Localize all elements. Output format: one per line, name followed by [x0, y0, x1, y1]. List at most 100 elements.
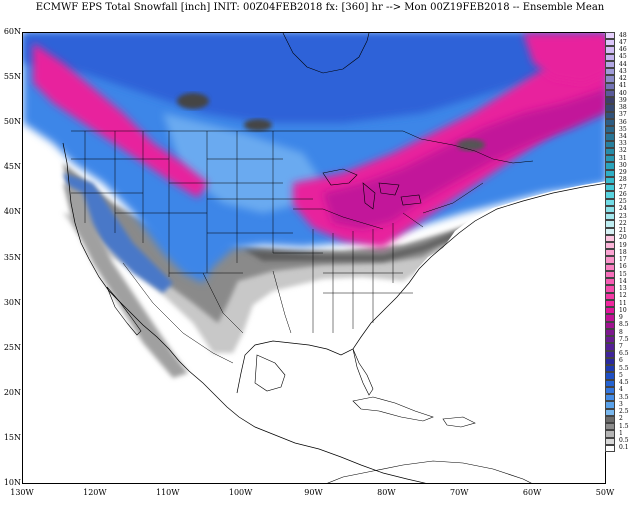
longitude-label: 50W [595, 488, 615, 497]
colorbar-label: 47 [619, 38, 627, 46]
dark-patch-1 [177, 93, 209, 109]
colorbar-label: 40 [619, 89, 627, 97]
colorbar-swatch [605, 104, 615, 112]
colorbar-swatch [605, 430, 615, 438]
colorbar-label: 23 [619, 212, 627, 220]
colorbar-label: 28 [619, 176, 627, 184]
coastline [62, 142, 426, 483]
colorbar-swatch [605, 292, 615, 300]
colorbar-label: 41 [619, 82, 627, 90]
colorbar-swatch [605, 97, 615, 105]
latitude-label: 10N [3, 478, 21, 487]
colorbar-label: 42 [619, 75, 627, 83]
colorbar-swatch [605, 386, 615, 395]
colorbar-label: 43 [619, 67, 627, 75]
colorbar-swatch [605, 285, 615, 293]
colorbar-swatch [605, 155, 615, 163]
colorbar-swatch [605, 401, 615, 409]
colorbar-swatch [605, 314, 615, 322]
colorbar-swatch [605, 53, 615, 61]
hudson-bay [282, 33, 370, 74]
colorbar-swatch [605, 118, 615, 127]
gulf-coast [236, 182, 605, 394]
colorbar-swatch [605, 444, 615, 452]
colorbar-swatch [605, 350, 615, 358]
colorbar-swatch [605, 299, 615, 308]
colorbar-swatch [605, 176, 615, 185]
colorbar-swatch [605, 213, 615, 221]
colorbar-label: 0.1 [619, 444, 629, 452]
colorbar-label: 26 [619, 190, 627, 198]
colorbar-swatch [605, 198, 615, 206]
colorbar-swatch [605, 307, 615, 315]
colorbar-swatch [605, 220, 615, 228]
colorbar-swatch [605, 184, 615, 192]
colorbar-label: 0.5 [619, 437, 629, 445]
latitude-label: 35N [3, 252, 21, 262]
colorbar-swatch [605, 415, 615, 424]
colorbar-label: 11 [619, 299, 627, 307]
colorbar-label: 14 [619, 277, 627, 285]
latitude-label: 25N [3, 342, 21, 352]
map-title: ECMWF EPS Total Snowfall [inch] INIT: 00… [35, 2, 605, 13]
colorbar-label: 20 [619, 234, 627, 242]
colorbar-swatch [605, 75, 615, 83]
colorbar-swatch [605, 111, 615, 119]
latitude-label: 60N [3, 27, 21, 36]
colorbar-swatch [605, 249, 615, 257]
colorbar-swatch [605, 32, 615, 40]
yucatan [254, 354, 286, 392]
map-panel [22, 32, 606, 484]
colorbar-label: 1 [619, 429, 623, 437]
colorbar-swatch [605, 169, 615, 177]
colorbar-swatch [605, 394, 615, 402]
longitude-label: 70W [450, 488, 469, 497]
latitude-label: 15N [3, 432, 21, 442]
hispaniola [442, 416, 476, 428]
colorbar-label: 15 [619, 270, 627, 278]
colorbar-label: 6 [619, 357, 623, 365]
colorbar-label: 34 [619, 133, 627, 140]
colorbar-swatch [605, 162, 615, 170]
colorbar-label: 37 [619, 111, 627, 119]
colorbar-swatch [605, 379, 615, 387]
colorbar-swatch [605, 191, 615, 199]
colorbar-swatch [605, 437, 615, 445]
colorbar-swatch [605, 408, 615, 416]
dark-patch-3 [457, 139, 485, 151]
snow-shade-magenta-core [323, 88, 605, 229]
colorbar-label: 7 [619, 343, 623, 350]
colorbar-label: 10 [619, 306, 627, 314]
colorbar-swatch [605, 336, 615, 344]
colorbar-label: 13 [619, 285, 627, 293]
colorbar-label: 30 [619, 161, 627, 169]
colorbar-label: 5.5 [619, 364, 629, 372]
colorbar-swatch [605, 46, 615, 54]
colorbar-label: 17 [619, 256, 627, 264]
dark-patch-2 [244, 119, 272, 131]
colorbar-label: 1.5 [619, 422, 629, 430]
snow-shade-mid [63, 163, 605, 323]
snow-shade-pacific-coast [63, 183, 188, 378]
latitude-label: 40N [3, 207, 21, 217]
colorbar-label: 8 [619, 328, 623, 336]
longitude-label: 90W [304, 488, 323, 497]
colorbar-swatch [605, 89, 615, 98]
colorbar-label: 33 [619, 140, 627, 148]
latitude-label: 30N [3, 297, 21, 307]
colorbar-label: 3 [619, 400, 623, 408]
colorbar-swatch [605, 423, 615, 431]
colorbar-swatch [605, 365, 615, 373]
colorbar-label: 27 [619, 183, 627, 191]
colorbar-swatch [605, 39, 615, 47]
political-borders [71, 130, 534, 364]
snow-shade-pink-quebec [523, 33, 605, 83]
colorbar-swatch [605, 270, 615, 279]
colorbar-swatch [605, 256, 615, 264]
colorbar-label: 22 [619, 219, 627, 227]
baja [106, 286, 142, 336]
cuba [352, 396, 434, 422]
colorbar-label: 7.5 [619, 335, 629, 343]
colorbar-swatch [605, 227, 615, 235]
latitude-label: 55N [3, 72, 21, 82]
